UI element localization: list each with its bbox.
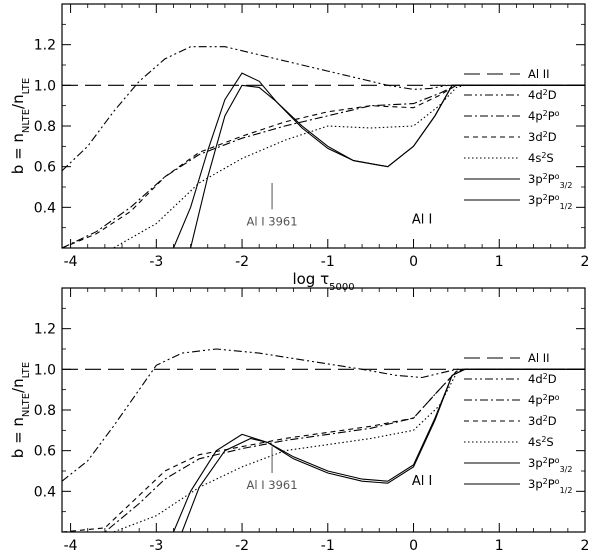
x-tick-label: -4 [64,538,78,552]
top-panel-frame [61,3,586,249]
x-tick-label: -2 [235,538,249,552]
y-tick-label: 0.6 [34,444,56,460]
legend-label: 3p2Po3/2 [528,456,572,474]
ion-label: Al I [412,213,432,228]
x-tick-label: 0 [409,538,418,552]
legend-label: Al II [528,351,550,365]
legend-label: 4s2S [528,151,554,166]
series-line-3d2d [62,84,585,248]
top-panel-series [62,46,585,248]
x-tick-label: 2 [581,254,590,270]
y-tick-label: 1.0 [34,362,56,378]
x-tick-label: -2 [235,254,249,270]
top-panel-legend: Al II 4d2D 4p2Po 3d2D 4s2S 3p2Po3/2 3p2Po1/2 [464,67,572,211]
legend-label: 4s2S [528,435,554,450]
series-line-4s2s [62,368,585,532]
series-line-4d2d [62,46,585,172]
x-tick-label: 2 [581,538,590,552]
y-tick-label: 0.4 [34,200,56,216]
legend-label: 4p2Po [528,393,560,408]
bottom-panel-legend: Al II 4d2D 4p2Po 3d2D 4s2S 3p2Po3/2 3p2Po1/2 [464,351,572,495]
x-tick-label: -3 [149,254,163,270]
series-line-3p2po3-2 [172,72,585,248]
legend-label: 3d2D [528,130,557,145]
x-tick-label: -1 [321,538,335,552]
series-line-3d2d [62,368,585,532]
series-line-3p2po1-2 [181,368,585,532]
series-line-4s2s [62,84,585,248]
top-panel: -4 -3 -2 -1 0 1 2 0.4 0.6 0.8 1.0 1.2 log τ5000 b = n… [9,3,590,293]
y-tick-label: 1.2 [34,322,56,338]
series-line-4d2d [62,348,585,482]
x-tick-label: 1 [495,254,504,270]
bottom-panel-series [62,348,585,532]
x-tick-label: 1 [495,538,504,552]
line-marker-label: Al I 3961 [247,214,298,228]
y-tick-label: 0.6 [34,160,56,176]
legend-label: 3p2Po1/2 [528,193,572,211]
y-tick-label: 0.4 [34,484,56,500]
line-marker-label: Al I 3961 [247,478,298,492]
legend-label: 4d2D [528,88,557,103]
x-tick-label: 0 [409,254,418,270]
legend-label: 3d2D [528,414,557,429]
y-tick-label: 1.2 [34,38,56,54]
x-tick-label: -3 [149,538,163,552]
ion-label: Al I [412,474,432,489]
x-tick-label: -4 [64,254,78,270]
legend-label: 4d2D [528,372,557,387]
y-tick-label: 1.0 [34,78,56,94]
legend-label: 3p2Po3/2 [528,172,572,190]
y-axis-label: b = nNLTE/nLTE [9,78,32,174]
y-tick-label: 0.8 [34,119,56,135]
legend-label: Al II [528,67,550,81]
y-tick-label: 0.8 [34,403,56,419]
legend-label: 4p2Po [528,109,560,124]
bottom-panel-frame [61,287,586,533]
series-line-4p2po [62,84,585,248]
x-tick-label: -1 [321,254,335,270]
y-axis-label: b = nNLTE/nLTE [9,362,32,458]
series-line-4p2po [62,368,585,532]
legend-label: 3p2Po1/2 [528,477,572,495]
series-line-3p2po1-2 [190,84,585,248]
x-axis-label: log τ5000 [292,270,354,293]
